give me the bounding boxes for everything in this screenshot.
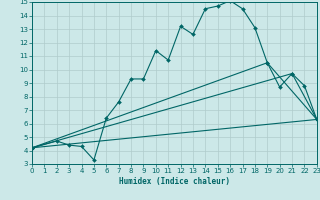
X-axis label: Humidex (Indice chaleur): Humidex (Indice chaleur) xyxy=(119,177,230,186)
